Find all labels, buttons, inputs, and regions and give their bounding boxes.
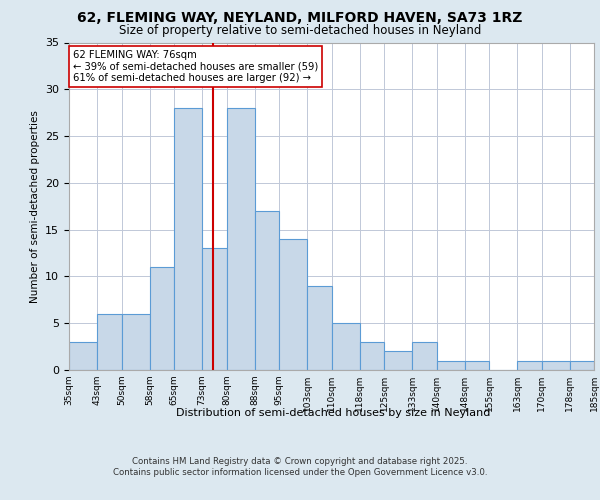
Bar <box>202 248 227 370</box>
Text: 62 FLEMING WAY: 76sqm
← 39% of semi-detached houses are smaller (59)
61% of semi: 62 FLEMING WAY: 76sqm ← 39% of semi-deta… <box>73 50 318 83</box>
Bar <box>517 360 542 370</box>
Bar <box>437 360 464 370</box>
Y-axis label: Number of semi-detached properties: Number of semi-detached properties <box>29 110 40 302</box>
Bar <box>174 108 202 370</box>
Text: Size of property relative to semi-detached houses in Neyland: Size of property relative to semi-detach… <box>119 24 481 37</box>
Bar <box>542 360 569 370</box>
Bar <box>569 360 594 370</box>
Bar <box>149 267 174 370</box>
Bar <box>332 323 359 370</box>
Bar <box>227 108 254 370</box>
Bar <box>69 342 97 370</box>
Bar <box>384 352 412 370</box>
Bar <box>279 239 307 370</box>
Text: Contains HM Land Registry data © Crown copyright and database right 2025.
Contai: Contains HM Land Registry data © Crown c… <box>113 458 487 477</box>
Text: Distribution of semi-detached houses by size in Neyland: Distribution of semi-detached houses by … <box>176 408 490 418</box>
Text: 62, FLEMING WAY, NEYLAND, MILFORD HAVEN, SA73 1RZ: 62, FLEMING WAY, NEYLAND, MILFORD HAVEN,… <box>77 11 523 25</box>
Bar <box>97 314 122 370</box>
Bar <box>122 314 149 370</box>
Bar <box>254 211 279 370</box>
Bar <box>412 342 437 370</box>
Bar <box>307 286 332 370</box>
Bar <box>359 342 384 370</box>
Bar <box>464 360 489 370</box>
